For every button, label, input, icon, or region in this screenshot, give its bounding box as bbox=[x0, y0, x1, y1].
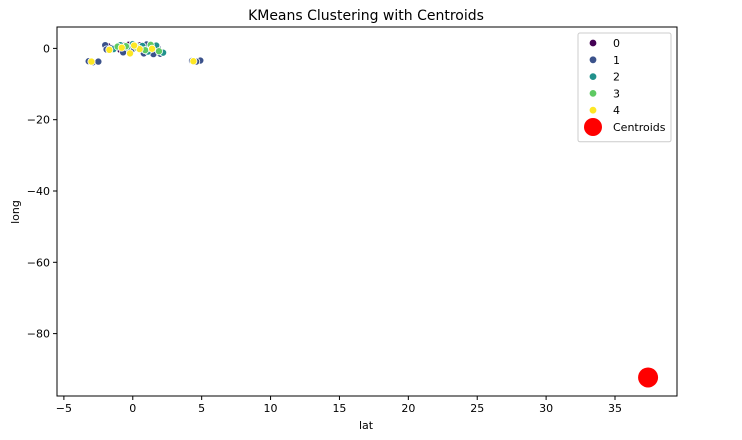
cluster-4-point bbox=[105, 45, 114, 54]
axes-frame bbox=[56, 26, 678, 397]
y-axis-label: long bbox=[9, 200, 22, 224]
cluster-4-point bbox=[148, 44, 157, 53]
x-tick-label: 35 bbox=[608, 402, 622, 415]
legend-box bbox=[577, 32, 672, 143]
legend-label-0: 0 bbox=[613, 37, 620, 50]
x-axis-label: lat bbox=[359, 419, 374, 432]
legend: 0 1 2 3 4 Centroids bbox=[577, 32, 672, 143]
cluster-4-point bbox=[135, 45, 144, 54]
y-tick-label: −80 bbox=[27, 328, 50, 341]
x-tick-label: 0 bbox=[129, 402, 136, 415]
legend-marker-0 bbox=[588, 38, 598, 48]
x-tick-label: −5 bbox=[56, 402, 72, 415]
legend-marker-3 bbox=[588, 89, 598, 98]
legend-label-centroids: Centroids bbox=[613, 121, 666, 134]
cluster-4-point bbox=[126, 49, 135, 58]
y-tick-label: −20 bbox=[27, 114, 50, 127]
legend-marker-4 bbox=[588, 105, 598, 115]
chart-title: KMeans Clustering with Centroids bbox=[248, 8, 484, 24]
cluster-1-point bbox=[94, 57, 103, 66]
plot-area bbox=[84, 40, 659, 388]
legend-marker-1 bbox=[588, 55, 598, 64]
legend-label-2: 2 bbox=[613, 71, 620, 84]
x-tick-label: 20 bbox=[401, 402, 415, 415]
legend-label-4: 4 bbox=[613, 104, 620, 117]
x-tick-label: 25 bbox=[470, 402, 484, 415]
x-tick-label: 5 bbox=[198, 402, 205, 415]
cluster-3-point bbox=[154, 47, 163, 56]
x-tick-label: 30 bbox=[539, 402, 553, 415]
y-tick-label: 0 bbox=[43, 42, 50, 55]
centroid-point bbox=[638, 367, 659, 388]
axes: −5 0 5 10 15 20 25 30 350−20−40−60−80 bbox=[27, 26, 678, 415]
cluster-4-point bbox=[130, 41, 139, 50]
cluster-4-point bbox=[117, 43, 126, 52]
cluster-4-point bbox=[87, 57, 96, 66]
x-tick-label: 10 bbox=[264, 402, 278, 415]
legend-label-3: 3 bbox=[613, 87, 620, 100]
legend-label-1: 1 bbox=[613, 54, 620, 67]
cluster-4-point bbox=[189, 57, 198, 66]
y-tick-label: −40 bbox=[27, 185, 50, 198]
legend-marker-2 bbox=[588, 72, 598, 81]
x-tick-label: 15 bbox=[332, 402, 346, 415]
y-tick-label: −60 bbox=[27, 256, 50, 269]
legend-marker-centroids bbox=[584, 118, 602, 136]
